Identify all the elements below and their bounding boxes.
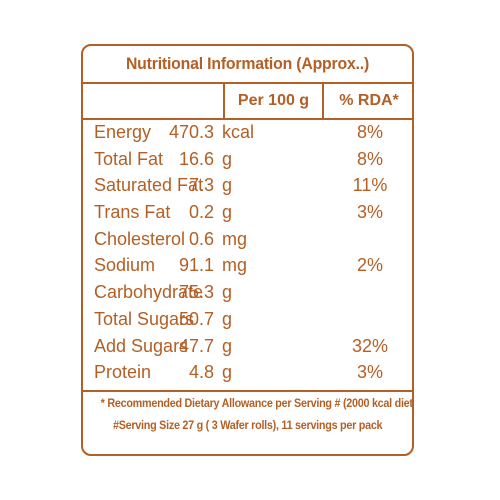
table-row: Sodium 91.1 mg 2%	[83, 253, 412, 280]
nutrient-name: Total Sugars	[94, 308, 195, 329]
nutrient-value: 50.7	[178, 308, 214, 329]
title-divider	[83, 82, 412, 84]
nutrient-name: Trans Fat	[94, 202, 171, 223]
nutrition-table: Nutritional Information (Approx..) Per 1…	[81, 44, 414, 456]
nutrient-value: 7.3	[188, 175, 214, 196]
header-column-divider-right	[322, 84, 324, 120]
nutrient-rows: Energy 470.3 kcal 8% Total Fat 16.6 g 8% Saturat…	[83, 120, 412, 387]
nutrient-unit: mg	[222, 228, 248, 249]
nutrient-unit: g	[222, 335, 233, 356]
table-row: Trans Fat 0.2 g 3%	[83, 200, 412, 227]
nutrient-name: Energy	[94, 122, 152, 142]
table-row: Carbohydrate 75.3 g	[83, 280, 412, 307]
nutrient-name: Total Fat	[94, 148, 164, 169]
nutrient-rda: 32%	[351, 335, 389, 356]
footnote-serving: #Serving Size 27 g ( 3 Wafer rolls), 11 …	[83, 418, 412, 432]
nutrient-unit: g	[222, 148, 233, 169]
header-divider	[83, 118, 412, 120]
footnote-serving-text: #Serving Size 27 g ( 3 Wafer rolls), 11 …	[112, 418, 383, 432]
nutrient-name: Saturated Fat	[94, 175, 204, 196]
nutrient-rda: 3%	[356, 202, 383, 223]
nutrient-value: 91.1	[178, 255, 214, 276]
nutrient-unit: g	[222, 175, 233, 196]
footnote-rda: * Recommended Dietary Allowance per Serv…	[83, 396, 412, 410]
nutrient-unit: g	[222, 282, 233, 303]
table-row: Add Sugars 47.7 g 32%	[83, 334, 412, 361]
nutrient-value: 4.8	[188, 362, 214, 383]
nutrient-value: 0.6	[188, 228, 214, 249]
column-header-rda: % RDA*	[339, 92, 399, 109]
table-row: Protein 4.8 g 3%	[83, 360, 412, 387]
nutrient-value: 470.3	[168, 122, 214, 142]
table-row: Saturated Fat 7.3 g 11%	[83, 173, 412, 200]
nutrient-value: 47.7	[178, 335, 214, 356]
table-row: Energy 470.3 kcal 8%	[83, 120, 412, 147]
footer-divider	[83, 390, 412, 392]
nutrient-unit: kcal	[222, 122, 255, 142]
nutrient-name: Sodium	[94, 255, 156, 276]
nutrient-value: 0.2	[188, 202, 214, 223]
nutrient-unit: g	[222, 308, 233, 329]
table-row: Total Sugars 50.7 g	[83, 307, 412, 334]
nutrient-name: Add Sugars	[94, 335, 189, 356]
nutrient-value: 75.3	[178, 282, 214, 303]
footnote-rda-text: * Recommended Dietary Allowance per Serv…	[100, 396, 414, 410]
nutrient-rda: 11%	[352, 175, 388, 196]
table-row: Total Fat 16.6 g 8%	[83, 147, 412, 174]
nutrient-rda: 3%	[356, 362, 383, 383]
header-column-divider-left	[223, 84, 225, 120]
nutrient-rda: 8%	[356, 122, 383, 142]
nutrient-rda: 8%	[356, 148, 383, 169]
column-header-per-100g: Per 100 g	[237, 92, 310, 109]
nutrient-rda: 2%	[356, 255, 383, 276]
nutrient-name: Carbohydrate	[94, 282, 204, 303]
table-title: Nutritional Information (Approx..)	[125, 54, 370, 73]
table-row: Cholesterol 0.6 mg	[83, 227, 412, 254]
nutrient-value: 16.6	[178, 148, 214, 169]
nutrient-unit: mg	[222, 255, 248, 276]
nutrient-unit: g	[222, 202, 233, 223]
nutrient-name: Protein	[94, 362, 152, 383]
nutrient-name: Cholesterol	[94, 228, 186, 249]
nutrient-unit: g	[222, 362, 233, 383]
